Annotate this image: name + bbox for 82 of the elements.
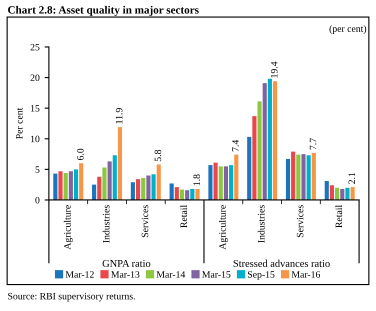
bar bbox=[68, 171, 73, 200]
bar bbox=[330, 185, 334, 200]
bar bbox=[340, 188, 344, 200]
bar bbox=[64, 173, 68, 200]
legend-label: Sep-15 bbox=[248, 271, 274, 280]
bar bbox=[312, 152, 316, 200]
data-label: 5.8 bbox=[154, 150, 162, 162]
bar bbox=[152, 174, 156, 200]
bar bbox=[252, 116, 256, 200]
data-label: 7.7 bbox=[310, 138, 316, 150]
bar bbox=[174, 187, 179, 200]
bar bbox=[170, 183, 174, 200]
bar bbox=[306, 155, 311, 200]
data-label: 19.4 bbox=[270, 62, 278, 78]
bar bbox=[180, 190, 184, 200]
data-label: 11.9 bbox=[116, 108, 122, 124]
chart-subtitle: (per cent) bbox=[330, 25, 366, 34]
y-tick-label: 15 bbox=[30, 105, 40, 112]
bar bbox=[286, 158, 290, 200]
bar bbox=[296, 154, 300, 200]
bar bbox=[185, 190, 190, 200]
y-tick-label: 10 bbox=[30, 136, 40, 142]
chart-title: Chart 2.8: Asset quality in major sectors bbox=[8, 6, 199, 16]
bar bbox=[195, 188, 200, 200]
bar bbox=[102, 168, 107, 200]
x-tick-label: Industries bbox=[102, 205, 110, 243]
legend-label: Mar-12 bbox=[66, 271, 94, 278]
y-tick-label: 25 bbox=[30, 44, 40, 50]
legend-label: Mar-13 bbox=[111, 271, 140, 278]
y-tick-label: 20 bbox=[30, 74, 40, 82]
bar bbox=[273, 81, 278, 200]
data-label: 1.8 bbox=[193, 174, 200, 186]
x-tick-label: Services bbox=[296, 205, 304, 238]
bar bbox=[234, 154, 238, 200]
bar bbox=[229, 165, 234, 200]
bar bbox=[218, 166, 223, 200]
x-tick-label: Retail bbox=[335, 205, 342, 228]
bar bbox=[92, 184, 96, 200]
bar bbox=[301, 154, 306, 200]
text: Stressed advances ratio bbox=[234, 260, 330, 267]
bar bbox=[345, 188, 350, 200]
bar bbox=[247, 136, 252, 200]
bar bbox=[97, 176, 102, 200]
bar bbox=[146, 175, 150, 200]
bar bbox=[79, 163, 84, 200]
legend-label: Mar-14 bbox=[156, 271, 186, 278]
bar bbox=[136, 179, 140, 200]
x-tick-label: Agriculture bbox=[218, 205, 228, 250]
x-tick-label: Retail bbox=[180, 205, 188, 228]
source-note: Source: RBI supervisory returns. bbox=[8, 292, 135, 302]
bar bbox=[156, 164, 161, 200]
bar bbox=[262, 83, 267, 200]
bar bbox=[74, 169, 78, 200]
x-tick-label: Agriculture bbox=[64, 205, 73, 250]
y-tick-label: 5 bbox=[36, 166, 40, 173]
bar bbox=[53, 174, 58, 200]
bar bbox=[350, 187, 355, 200]
bar bbox=[108, 161, 112, 200]
x-tick-label: Industries bbox=[258, 205, 265, 243]
legend-label: Mar-16 bbox=[292, 271, 320, 278]
bar bbox=[257, 101, 262, 200]
text: GNPA ratio bbox=[102, 260, 150, 267]
bar bbox=[130, 182, 135, 200]
bar bbox=[208, 165, 213, 200]
y-tick-label: 0 bbox=[35, 196, 40, 204]
bar bbox=[141, 178, 146, 200]
data-label: 2.1 bbox=[348, 172, 356, 184]
bar bbox=[268, 78, 272, 200]
bar bbox=[291, 152, 296, 200]
bar bbox=[118, 127, 122, 200]
bar bbox=[190, 188, 194, 200]
bar bbox=[224, 166, 228, 200]
legend-label: Mar-15 bbox=[202, 271, 230, 278]
bar bbox=[324, 181, 329, 200]
y-axis-title: Per cent bbox=[16, 108, 23, 139]
x-tick-label: Services bbox=[142, 205, 148, 238]
bar bbox=[214, 162, 218, 200]
data-label: 6.0 bbox=[77, 148, 84, 160]
bar bbox=[335, 188, 340, 200]
data-label: 7.4 bbox=[232, 140, 239, 152]
bar bbox=[58, 171, 63, 200]
bar bbox=[112, 155, 117, 200]
